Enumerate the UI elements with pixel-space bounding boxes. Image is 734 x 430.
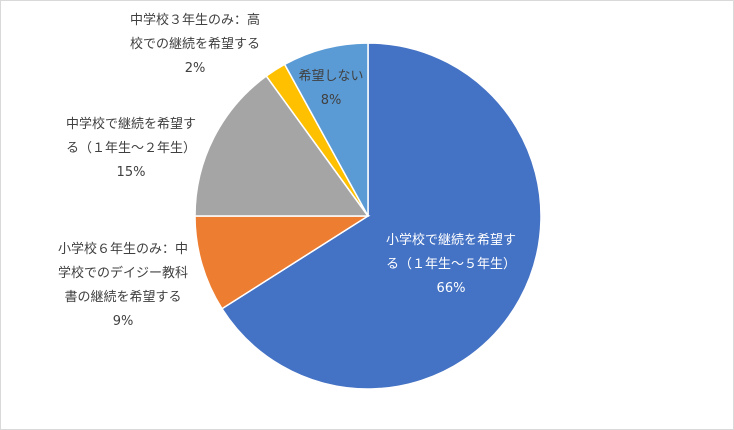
value-label: 2% xyxy=(184,61,206,76)
category-label: 中学校３年生のみ：高校での継続を希望する xyxy=(129,13,260,52)
pie-slice xyxy=(220,42,542,390)
category-label: 小学校で継続を希望する（１年生～５年生） xyxy=(385,233,516,272)
pie-slice xyxy=(194,215,371,310)
slice-label: 小学校６年生のみ：中学校でのデイジー教科書の継続を希望する 9% xyxy=(53,238,193,334)
value-label: 8% xyxy=(320,93,342,108)
category-label: 小学校６年生のみ：中学校でのデイジー教科書の継続を希望する xyxy=(57,242,188,305)
value-label: 9% xyxy=(112,314,134,329)
pie-slice xyxy=(194,74,370,217)
value-label: 15% xyxy=(116,165,146,180)
slice-label: 希望しない 8% xyxy=(291,65,371,113)
slice-label: 中学校３年生のみ：高校での継続を希望する 2% xyxy=(125,9,265,81)
category-label: 希望しない xyxy=(298,69,364,84)
slice-label: 小学校で継続を希望する（１年生～５年生） 66% xyxy=(383,229,519,301)
value-label: 66% xyxy=(436,281,466,296)
pie-slice xyxy=(283,42,369,217)
category-label: 中学校で継続を希望する（１年生～２年生） xyxy=(65,117,196,156)
slice-label: 中学校で継続を希望する（１年生～２年生） 15% xyxy=(61,113,201,185)
